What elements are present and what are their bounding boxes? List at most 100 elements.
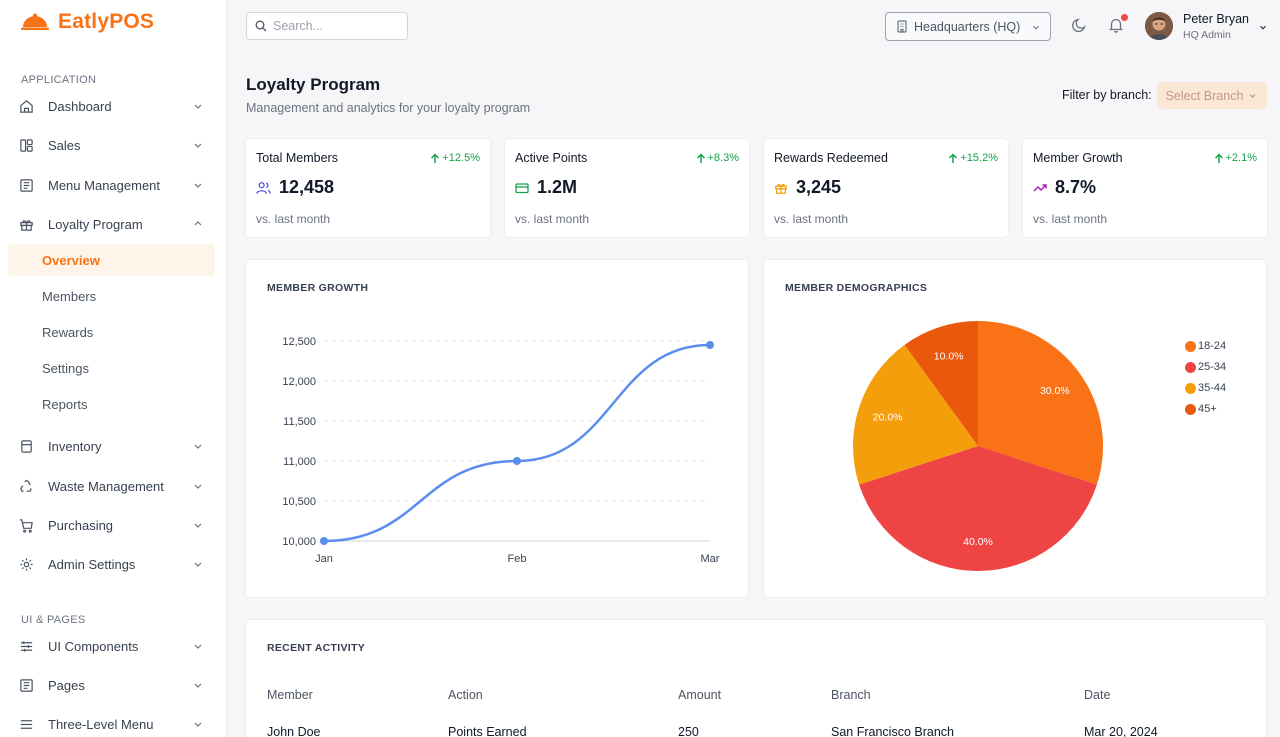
- sidebar-item-three-level-menu[interactable]: Three-Level Menu: [8, 708, 215, 737]
- stat-value-text: 8.7%: [1055, 177, 1097, 197]
- pie-slice[interactable]: [853, 344, 978, 485]
- stat-note: vs. last month: [256, 212, 331, 226]
- sidebar-item-ui-components[interactable]: UI Components: [8, 630, 215, 662]
- chevron-down-icon: [1033, 25, 1040, 29]
- building-icon: [897, 20, 907, 33]
- arrow-up-icon: [1214, 152, 1223, 163]
- sidebar-item-label: Purchasing: [48, 517, 114, 533]
- sidebar-subitem-overview[interactable]: Overview: [8, 244, 215, 276]
- filter-label: Filter by branch:: [1062, 88, 1152, 102]
- x-tick-label: Feb: [508, 553, 527, 565]
- legend-item[interactable]: 45+: [1185, 403, 1217, 415]
- table-cell: Mar 20, 2024: [1084, 725, 1158, 737]
- logo[interactable]: EatlyPOS: [20, 10, 154, 34]
- user-name[interactable]: Peter Bryan: [1183, 12, 1250, 26]
- legend-item[interactable]: 35-44: [1185, 382, 1226, 394]
- branch-select[interactable]: Headquarters (HQ): [885, 12, 1051, 41]
- data-point[interactable]: [706, 341, 714, 349]
- member-growth-panel: MEMBER GROWTH 12,500 12,000 11,500 11,000 10…: [246, 260, 748, 597]
- slice-label: 40.0%: [963, 536, 993, 548]
- member-demographics-panel: MEMBER DEMOGRAPHICS 30.0% 40.0% 20.0% 10.0%…: [764, 260, 1266, 597]
- notification-dot: [1121, 14, 1128, 21]
- pie-slice[interactable]: [904, 321, 978, 446]
- select-branch-button[interactable]: Select Branch: [1157, 82, 1267, 109]
- pie-slice[interactable]: [978, 321, 1103, 485]
- stat-note: vs. last month: [1033, 212, 1108, 226]
- sidebar-subitem-members[interactable]: Members: [42, 288, 97, 304]
- panel-title: RECENT ACTIVITY: [267, 642, 366, 654]
- arrow-up-icon: [431, 152, 440, 163]
- sidebar-subitem-rewards[interactable]: Rewards: [42, 324, 94, 340]
- cloche-icon: [21, 13, 49, 30]
- column-header-branch[interactable]: Branch: [831, 688, 871, 702]
- chevron-down-icon: [194, 143, 202, 148]
- data-point[interactable]: [513, 457, 521, 465]
- chevron-down-icon: [194, 523, 202, 528]
- cart-icon: [18, 517, 34, 533]
- sidebar: EatlyPOS APPLICATION Dashboard Sales Men…: [0, 0, 227, 737]
- stat-card-active-points: Active Points +8.3% 1.2M vs. last month: [505, 139, 749, 237]
- stat-card-member-growth: Member Growth +2.1% 8.7% vs. last month: [1023, 139, 1267, 237]
- series-line: [323, 343, 711, 543]
- y-tick-label: 11,500: [283, 416, 316, 428]
- sidebar-item-sales[interactable]: Sales: [8, 129, 215, 161]
- stat-change-value: +2.1%: [1225, 152, 1258, 164]
- sidebar-item-waste-management[interactable]: Waste Management: [8, 470, 215, 502]
- legend-swatch: [1185, 403, 1196, 415]
- legend-label: 25-34: [1198, 361, 1227, 373]
- sidebar-item-label: Loyalty Program: [48, 216, 143, 232]
- data-point[interactable]: [320, 537, 328, 545]
- search-input[interactable]: [273, 19, 403, 33]
- sidebar-item-loyalty-program[interactable]: Loyalty Program: [8, 208, 215, 240]
- sidebar-item-inventory[interactable]: Inventory: [8, 430, 215, 462]
- y-tick-label: 10,000: [282, 536, 316, 548]
- sidebar-subitem-reports[interactable]: Reports: [42, 396, 88, 412]
- column-header-date[interactable]: Date: [1084, 688, 1111, 702]
- legend-swatch: [1185, 361, 1196, 373]
- sidebar-item-pages[interactable]: Pages: [8, 669, 215, 701]
- stat-value-text: 3,245: [796, 177, 842, 197]
- search-box[interactable]: [246, 12, 408, 40]
- table-cell: 250: [678, 725, 699, 737]
- chevron-down-icon: [194, 183, 202, 188]
- legend-item[interactable]: 25-34: [1185, 361, 1226, 373]
- pages-icon: [18, 677, 34, 693]
- avatar-image: [1145, 12, 1173, 40]
- stat-label: Member Growth: [1033, 151, 1123, 165]
- sidebar-item-label: Waste Management: [48, 478, 164, 494]
- sidebar-subitem-settings[interactable]: Settings: [42, 360, 89, 376]
- column-header-action[interactable]: Action: [448, 688, 483, 702]
- column-header-amount[interactable]: Amount: [678, 688, 722, 702]
- avatar[interactable]: [1145, 12, 1173, 40]
- legend-item[interactable]: 18-24: [1185, 340, 1226, 352]
- page-title: Loyalty Program: [246, 75, 381, 94]
- sidebar-item-purchasing[interactable]: Purchasing: [8, 509, 215, 541]
- moon-icon[interactable]: [1071, 16, 1089, 34]
- y-tick-label: 11,000: [283, 456, 316, 468]
- sidebar-item-label: Inventory: [48, 438, 102, 454]
- brand-name: EatlyPOS: [58, 10, 155, 33]
- recycle-icon: [18, 478, 34, 494]
- table-cell: Points Earned: [448, 725, 527, 737]
- chevron-down-icon[interactable]: [1257, 21, 1269, 33]
- sidebar-item-label: Sales: [48, 137, 81, 153]
- stat-change-value: +12.5%: [442, 152, 480, 164]
- user-role: HQ Admin: [1183, 29, 1231, 41]
- menu-lines-icon: [18, 716, 34, 732]
- home-icon: [18, 98, 34, 114]
- section-label-ui-pages: UI & PAGES: [21, 614, 86, 626]
- bell-icon[interactable]: [1107, 16, 1125, 34]
- trending-up-icon: [1033, 183, 1047, 191]
- sidebar-item-label: Dashboard: [48, 98, 112, 114]
- sidebar-item-label: Menu Management: [48, 177, 161, 193]
- sidebar-item-admin-settings[interactable]: Admin Settings: [8, 548, 215, 580]
- gift-icon: [18, 216, 34, 232]
- chevron-down-icon: [194, 444, 202, 449]
- panel-title: MEMBER DEMOGRAPHICS: [785, 282, 928, 294]
- column-header-member[interactable]: Member: [267, 688, 313, 702]
- pie-slice[interactable]: [859, 446, 1097, 571]
- sidebar-item-menu-management[interactable]: Menu Management: [8, 169, 215, 201]
- y-tick-label: 10,500: [282, 496, 316, 508]
- sidebar-item-dashboard[interactable]: Dashboard: [8, 90, 215, 122]
- sidebar-item-label: UI Components: [48, 638, 139, 654]
